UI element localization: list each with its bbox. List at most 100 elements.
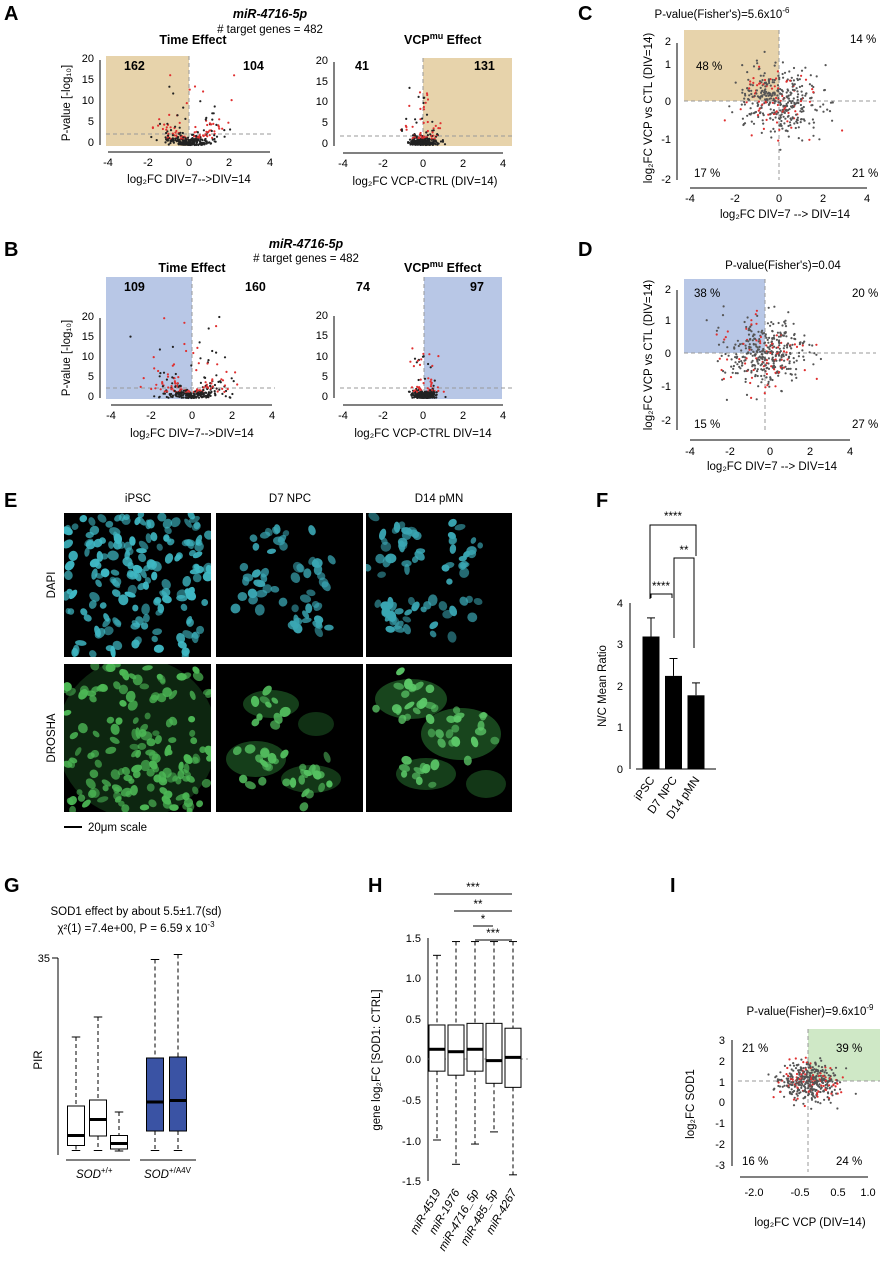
panel-b-right-highlight	[424, 277, 502, 399]
point	[787, 1074, 790, 1077]
point	[775, 334, 778, 337]
point	[197, 362, 200, 365]
nucleus	[444, 562, 455, 569]
point	[822, 110, 825, 113]
point	[437, 127, 440, 130]
point	[782, 76, 785, 79]
point	[787, 111, 790, 114]
point	[170, 140, 173, 143]
nucleus	[398, 764, 411, 772]
point	[190, 396, 193, 399]
point	[213, 390, 216, 393]
point	[180, 141, 183, 144]
nucleus	[170, 517, 181, 528]
point	[824, 1079, 827, 1082]
point	[129, 335, 132, 338]
point	[768, 336, 771, 339]
point	[818, 138, 821, 141]
point	[204, 391, 207, 394]
nucleus	[192, 631, 200, 639]
point	[773, 111, 776, 114]
point	[229, 128, 232, 131]
nucleus	[131, 764, 143, 773]
nucleus	[133, 636, 142, 646]
point	[428, 353, 431, 356]
point	[758, 65, 761, 68]
point	[832, 1072, 835, 1075]
panel-f-sig-2: **	[680, 545, 689, 557]
point	[779, 103, 783, 106]
nucleus	[65, 608, 71, 615]
point	[224, 389, 228, 393]
panel-a-target-genes: # target genes = 482	[217, 24, 323, 36]
point	[721, 314, 725, 317]
point	[786, 115, 790, 118]
xtick: 2	[820, 193, 826, 205]
nucleus	[463, 755, 472, 766]
point	[747, 97, 750, 101]
nucleus	[182, 575, 191, 587]
point	[756, 374, 759, 378]
point	[798, 1092, 801, 1095]
point	[793, 1096, 796, 1099]
point	[197, 396, 201, 399]
nucleus	[68, 796, 77, 806]
xtick: 2	[460, 410, 466, 422]
point	[234, 371, 237, 374]
panel-a: A miR-4716-5p # target genes = 482 Time …	[4, 3, 512, 188]
point	[741, 64, 744, 67]
point	[169, 126, 172, 129]
point	[769, 108, 772, 111]
point	[790, 101, 793, 105]
nucleus	[76, 789, 83, 796]
xtick: -0.5	[791, 1187, 810, 1199]
point	[752, 122, 756, 125]
point	[818, 1074, 821, 1077]
point	[820, 1086, 823, 1089]
nucleus	[381, 606, 391, 619]
nucleus	[377, 571, 386, 578]
point	[740, 349, 743, 352]
point	[417, 386, 420, 389]
point	[725, 398, 729, 401]
point	[769, 130, 772, 133]
point	[765, 376, 768, 379]
point	[787, 97, 791, 100]
point	[822, 1074, 825, 1077]
point	[162, 371, 166, 374]
nucleus	[82, 799, 91, 808]
point	[724, 336, 727, 339]
point	[804, 1076, 807, 1079]
point	[758, 82, 761, 85]
point	[755, 309, 759, 312]
point	[796, 90, 799, 93]
point	[839, 1088, 842, 1091]
nucleus	[182, 672, 192, 680]
point	[805, 1071, 809, 1074]
point	[790, 118, 793, 121]
point	[756, 314, 759, 317]
point	[797, 93, 800, 96]
point	[788, 121, 792, 124]
nucleus	[109, 736, 120, 745]
point	[418, 136, 421, 139]
point	[824, 1064, 827, 1067]
point	[786, 344, 789, 347]
point	[774, 1076, 777, 1079]
nucleus	[105, 520, 114, 528]
nucleus	[247, 588, 258, 599]
nucleus	[106, 716, 115, 724]
point	[771, 118, 775, 121]
point	[791, 1081, 794, 1084]
point	[194, 390, 197, 393]
point	[171, 134, 174, 137]
point	[778, 1078, 781, 1081]
point	[802, 1067, 805, 1070]
point	[787, 89, 790, 92]
point	[815, 1081, 819, 1084]
point	[769, 377, 772, 380]
point	[789, 1083, 792, 1086]
point	[783, 122, 786, 125]
micro-d14pmn-dapi	[366, 513, 512, 657]
panel-a-left-ylabel: P-value [-log₁₀]	[61, 65, 73, 141]
